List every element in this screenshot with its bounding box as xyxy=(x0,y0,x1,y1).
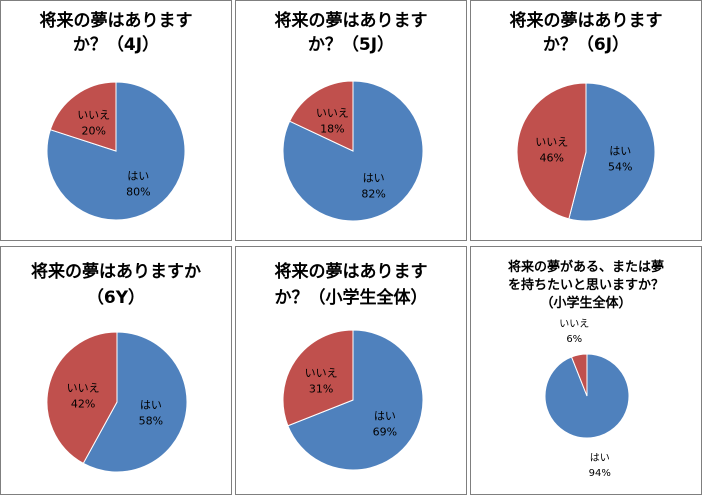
pie-chart-4j: はい 80% いいえ 20% xyxy=(46,81,186,221)
pie-value-yes: 80% xyxy=(126,186,150,199)
chart-panel-all: 将来の夢はあります か？（小学生全体） はい 69% いいえ 31% xyxy=(235,246,467,495)
pie-label-yes: はい xyxy=(609,144,631,157)
pie-label-no: いいえ xyxy=(305,366,338,379)
pie-label-yes: はい xyxy=(127,170,149,183)
pie-label-no: いいえ xyxy=(77,108,110,121)
chart-title-all: 将来の夢はあります か？（小学生全体） xyxy=(274,262,428,308)
chart-panel-future: 将来の夢がある、または夢 を持ちたいと思いますか？ （小学生全体） はい 94% い… xyxy=(470,246,702,495)
pie-label-no: いいえ xyxy=(67,381,100,394)
pie-slice-no xyxy=(570,353,588,397)
pie-value-no: 46% xyxy=(540,152,564,165)
pie-label-yes: はい xyxy=(140,399,162,412)
pie-chart-future: はい 94% いいえ 6% xyxy=(544,318,630,479)
chart-title-6y: 将来の夢はありますか （6Y） xyxy=(31,262,201,308)
chart-title-5j: 将来の夢はあります か？（5J） xyxy=(274,11,428,55)
chart-title-4j: 将来の夢はあります か？（4J） xyxy=(39,11,193,55)
pie-label-yes: はい xyxy=(374,410,396,423)
pie-value-no: 31% xyxy=(309,382,333,395)
pie-value-yes: 69% xyxy=(373,426,397,439)
pie-label-no: いいえ xyxy=(559,318,589,330)
chart-title-6j: 将来の夢はあります か？（6J） xyxy=(509,11,663,55)
chart-panel-4j: 将来の夢はあります か？（4J） はい 80% いいえ 20% xyxy=(0,0,232,241)
pie-value-yes: 58% xyxy=(139,415,163,428)
pie-value-yes: 54% xyxy=(608,160,632,173)
pie-value-yes: 82% xyxy=(361,188,385,201)
pie-slice-no xyxy=(516,82,587,220)
pie-value-no: 18% xyxy=(320,122,344,135)
chart-title-future: 将来の夢がある、または夢 を持ちたいと思いますか？ （小学生全体） xyxy=(507,260,664,311)
chart-panel-6j: 将来の夢はあります か？（6J） はい 54% いいえ 46% xyxy=(470,0,702,241)
pie-slice-yes xyxy=(568,82,656,222)
pie-chart-all: はい 69% いいえ 31% xyxy=(282,329,424,471)
pie-chart-6y: はい 58% いいえ 42% xyxy=(46,331,188,473)
pie-value-yes: 94% xyxy=(589,468,611,479)
pie-slice-no xyxy=(288,80,354,152)
pie-value-no: 6% xyxy=(566,334,582,345)
pie-label-no: いいえ xyxy=(535,136,568,149)
pie-value-no: 20% xyxy=(81,124,105,137)
pie-slice-no xyxy=(282,329,354,427)
pie-value-no: 42% xyxy=(71,397,95,410)
pie-chart-6j: はい 54% いいえ 46% xyxy=(516,82,656,222)
pie-slice-yes xyxy=(287,329,424,471)
pie-label-yes: はい xyxy=(363,172,385,185)
pie-slice-no xyxy=(49,81,117,152)
chart-panel-6y: 将来の夢はありますか （6Y） はい 58% いいえ 42% xyxy=(0,246,232,495)
pie-chart-5j: はい 82% いいえ 18% xyxy=(282,80,424,222)
chart-panel-5j: 将来の夢はあります か？（5J） はい 82% いいえ 18% xyxy=(235,0,467,241)
pie-slice-yes xyxy=(82,331,188,473)
pie-label-no: いいえ xyxy=(316,106,349,119)
pie-label-yes: はい xyxy=(590,452,610,464)
pie-slice-no xyxy=(46,331,118,465)
